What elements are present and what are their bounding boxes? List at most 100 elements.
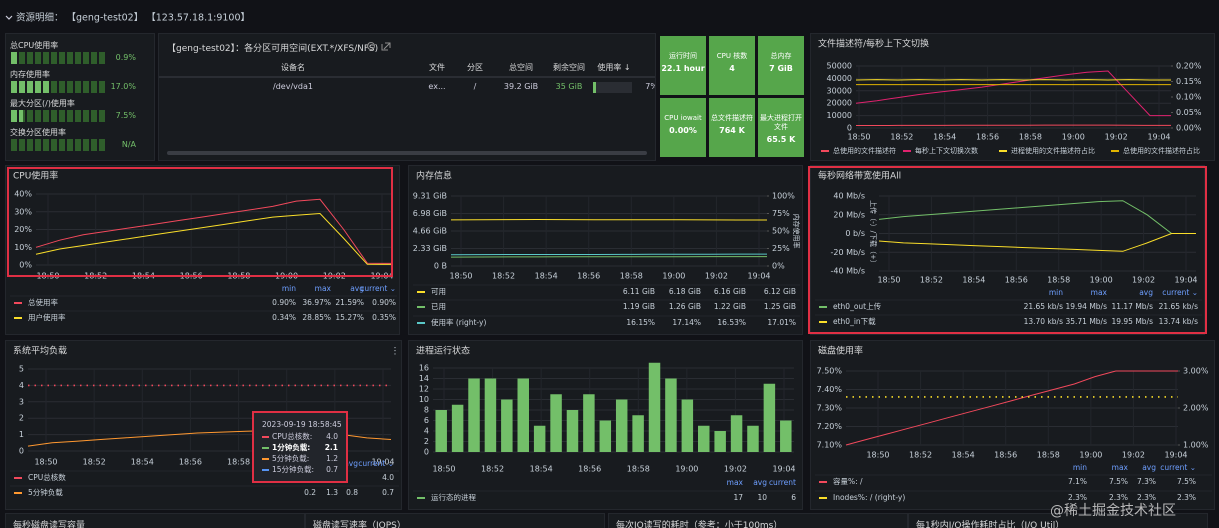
legend-stat: 13.70 kb/s [1024,317,1063,326]
legend-column-header: avg [350,284,364,293]
panel-stub: 每1秒内I/O操作耗时占比（I/O Util） [908,513,1208,528]
legend-column-header: max [1112,463,1129,472]
tile-value: 4 [729,64,735,73]
legend-stat: 16.15% [626,318,655,327]
y-tick-label: 40 Mb/s [833,192,865,201]
legend-stat: 17.01% [767,318,796,327]
x-tick-label: 18:50 [449,272,472,281]
legend-column-header: min [282,284,296,293]
legend-stat: 1.22 GiB [714,302,746,311]
y2-tick-label: 0% [772,262,785,271]
gauge-bar [11,139,107,151]
x-tick-label: 18:50 [432,465,455,474]
chart-panel: 每秒网络带宽使用All -40 Mb/s -20 Mb/s 0 b/s 20 Mb/s 4… [810,165,1205,335]
x-tick-label: 18:52 [909,451,932,460]
y-axis-label: 上传（-）/下载（+） [869,200,878,267]
tooltip-marker [262,435,269,438]
legend-marker [417,497,425,499]
y-tick-label: 7.40% [817,385,843,394]
legend-label: 总使用的文件描述符占比 [1123,146,1200,155]
tile-value: 0.00% [669,126,697,135]
gauge-value: 0.9% [115,53,136,62]
legend-stat: 28.85% [302,313,331,322]
y-tick-label: 8 [424,406,429,415]
legend-stat: 6.16 GiB [714,287,746,296]
y-tick-label: 0% [19,261,32,270]
legend-stat: 1.19 GiB [623,302,655,311]
legend-stat: 1.26 GiB [669,302,701,311]
table-cell: 35 GiB [555,82,583,91]
x-tick-label: 19:04 [1174,276,1197,285]
series-line [35,212,392,265]
stat-tile: CPU 核数 4 [709,36,755,95]
tooltip-value: 0.7 [326,465,338,474]
series-line [878,233,1196,252]
y-tick-label: 0 [19,447,24,456]
legend-column-header: current ⌄ [360,284,396,293]
legend-marker [903,150,911,152]
y-tick-label: 2 [424,437,429,446]
x-tick-label: 18:56 [994,451,1017,460]
legend-column-header: current ⌄ [358,459,394,468]
tooltip: 2023-09-19 18:58:45 CPU总核数: 4.0 1分钟负载: 2.1 5分… [252,411,348,483]
bar [648,362,661,452]
tooltip-name: 1分钟负载: [272,443,311,452]
legend-column-header: max [1091,288,1108,297]
legend-marker [14,492,22,494]
table-cell: /dev/vda1 [273,82,313,91]
legend-label: 总使用的文件描述符 [833,146,896,155]
legend-label: CPU总核数 [28,472,66,482]
legend-column-header: min [1073,463,1087,472]
legend-stat: 2.3% [1137,493,1156,502]
bar [583,394,595,452]
legend-column-header: avg [1139,288,1153,297]
y-tick-label: 20% [14,225,32,234]
legend-marker [821,150,829,152]
y2-tick-label: 2.00% [1183,404,1209,413]
y2-tick-label: 0.00% [1176,124,1202,133]
legend-label: 用户使用率 [28,312,66,322]
x-tick-label: 18:54 [952,451,975,460]
title-icons [367,42,391,51]
tile-label: 运行时间 [669,52,697,60]
x-tick-label: 18:54 [962,276,985,285]
legend-stat: 7.3% [1137,477,1156,486]
y-tick-label: 1 [19,430,24,439]
y-tick-label: 4 [424,427,429,436]
bar [698,425,710,452]
column-header: 设备名 [281,63,305,72]
collapse-icon [5,15,13,20]
tooltip-name: CPU总核数: [272,432,313,441]
legend-stat: 0.35% [372,313,396,322]
legend-column-header: max [727,478,744,487]
scrollbar [167,151,647,155]
x-tick-label: 18:50 [847,133,870,142]
legend-label: 总使用率 [28,297,58,307]
bar [550,394,562,452]
legend-stat: 21.65 kb/s [1024,302,1063,311]
legend-label: 已用 [431,302,446,311]
table-cell: 7% [645,82,655,91]
bar [747,425,759,452]
x-tick-label: 19:00 [1062,133,1085,142]
x-tick-label: 19:02 [1122,451,1145,460]
legend-column-header: avg [344,459,358,468]
tile-label: CPU iowait [664,114,702,122]
bar [517,378,529,452]
header-rule [159,76,655,78]
legend-label: 容量%: / [833,476,863,486]
x-tick-label: 19:04 [371,458,394,467]
legend-marker [14,477,22,479]
x-tick-label: 18:50 [866,451,889,460]
legend-stat: 0.90% [272,298,296,307]
stat-tile: 运行时间 22.1 hour [660,36,706,95]
legend-marker [819,321,827,323]
legend-stat: 7.5% [1177,477,1196,486]
legend-stat: 17 [733,493,743,502]
x-tick-label: 18:56 [577,272,600,281]
x-tick-label: 19:02 [1105,133,1128,142]
x-tick-label: 18:58 [620,272,643,281]
chart: 每秒网络带宽使用All -40 Mb/s -20 Mb/s 0 b/s 20 Mb/s 4… [815,170,1202,326]
bar [451,404,464,452]
tooltip-name: 5分钟负载: [272,454,310,463]
